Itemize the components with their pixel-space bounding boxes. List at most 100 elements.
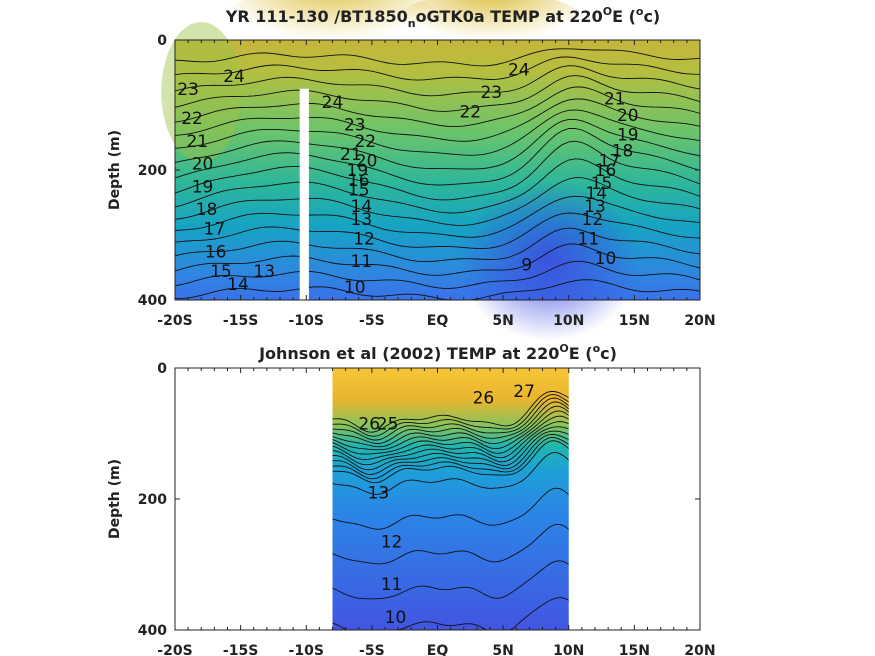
- chart-title: YR 111-130 /BT1850noGTK0a TEMP at 220OE …: [225, 5, 660, 30]
- contour-label: 23: [344, 116, 366, 136]
- contour-line-11: [175, 227, 700, 263]
- contour-label: 21: [340, 145, 362, 165]
- contour-line-17: [332, 433, 569, 475]
- contour-label: 14: [585, 184, 607, 204]
- contour-label: 18: [196, 200, 218, 220]
- x-tick-label: 5N: [492, 643, 513, 656]
- y-tick-label: 0: [157, 33, 167, 49]
- contour-label: 22: [181, 109, 203, 129]
- contour-label: 23: [480, 83, 502, 103]
- y-tick-label: 0: [157, 361, 167, 377]
- contour-line-25: [332, 397, 569, 441]
- x-tick-label: 20N: [684, 643, 715, 656]
- x-tick-label: -10S: [289, 643, 324, 656]
- contour-label: 24: [223, 67, 245, 87]
- x-tick-label: -15S: [223, 313, 258, 329]
- contour-line-24: [332, 401, 569, 444]
- temperature-field: [332, 368, 569, 630]
- contour-label: 23: [177, 80, 199, 100]
- x-tick-label: -20S: [157, 643, 192, 656]
- contour-line-17: [175, 127, 700, 186]
- contour-line-21: [175, 86, 700, 128]
- contour-label: 22: [459, 103, 481, 123]
- contour-label: 16: [205, 242, 227, 262]
- contour-label: 14: [351, 197, 373, 217]
- x-tick-label: 10N: [553, 643, 584, 656]
- contour-label: 13: [253, 262, 275, 282]
- contour-line-19: [332, 426, 569, 466]
- contour-label: 18: [612, 142, 634, 162]
- contour-label: 12: [353, 229, 375, 249]
- contour-label: 21: [604, 90, 626, 110]
- contour-label: 19: [347, 161, 369, 181]
- contour-line-9: [175, 260, 700, 289]
- contour-line-20: [175, 98, 700, 142]
- contour-line-12: [175, 212, 700, 250]
- contour-line-22: [175, 75, 700, 112]
- x-tick-label: -5S: [359, 643, 385, 656]
- panel-1: 2423222120191817161514132423222120191615…: [107, 0, 716, 341]
- contour-line-20: [332, 421, 569, 460]
- contour-label: 19: [617, 125, 639, 145]
- contour-line-13: [175, 195, 700, 238]
- warm-pool-shading: [380, 0, 600, 90]
- contour-label: 13: [368, 483, 390, 503]
- contour-label: 17: [599, 151, 621, 171]
- contour-label: 10: [344, 278, 366, 298]
- missing-data-band: [299, 88, 309, 300]
- contour-line-23: [175, 65, 700, 97]
- contour-label: 21: [186, 132, 208, 152]
- contour-label: 12: [582, 210, 604, 230]
- y-tick-label: 200: [138, 163, 167, 179]
- contour-line-16: [175, 140, 700, 201]
- contour-line-26: [332, 394, 569, 437]
- contour-line-19: [175, 109, 700, 156]
- contour-label: 11: [381, 575, 403, 595]
- contour-line-23: [332, 405, 569, 448]
- contour-label: 11: [578, 229, 600, 249]
- contour-line-21: [332, 415, 569, 455]
- x-tick-label: -15S: [223, 643, 258, 656]
- y-tick-label: 400: [138, 293, 167, 309]
- contour-line-13: [332, 487, 569, 530]
- shading: [161, 22, 242, 162]
- contour-line-16: [332, 437, 569, 480]
- contour-line-14: [332, 452, 569, 495]
- contour-line-11: [332, 560, 569, 600]
- contour-line-15: [175, 158, 700, 214]
- contour-lines: [332, 391, 569, 630]
- y-axis-label: Depth (m): [107, 459, 123, 539]
- contour-line-22: [332, 410, 569, 451]
- contour-label: 27: [513, 382, 535, 402]
- x-tick-label: -20S: [157, 313, 192, 329]
- x-tick-label: EQ: [427, 643, 449, 656]
- contour-line-10: [175, 243, 700, 276]
- contour-label: 11: [351, 252, 373, 272]
- contour-label: 24: [508, 60, 530, 80]
- contour-line-24: [175, 56, 700, 81]
- contour-line-12: [332, 523, 569, 565]
- contour-label: 20: [356, 151, 378, 171]
- x-tick-label: 15N: [619, 643, 650, 656]
- contour-label: 26: [473, 388, 495, 408]
- contour-label: 14: [227, 275, 249, 295]
- contour-label: 24: [322, 93, 344, 113]
- x-tick-label: 10N: [553, 313, 584, 329]
- contour-label: 25: [377, 415, 399, 435]
- contour-label: 10: [595, 249, 617, 269]
- contour-label: 15: [210, 262, 232, 282]
- contour-line-27: [332, 391, 569, 433]
- contour-line-14: [175, 177, 700, 226]
- x-tick-label: 5N: [492, 313, 513, 329]
- contour-label: 15: [591, 174, 613, 194]
- y-tick-label: 400: [138, 623, 167, 639]
- contour-label: 16: [348, 171, 370, 191]
- contour-label: 12: [381, 533, 403, 553]
- contour-line-25: [175, 48, 700, 67]
- y-axis-label: Depth (m): [107, 130, 123, 210]
- contour-label: 17: [204, 220, 226, 240]
- contour-line-10: [332, 597, 569, 630]
- x-tick-label: EQ: [427, 313, 449, 329]
